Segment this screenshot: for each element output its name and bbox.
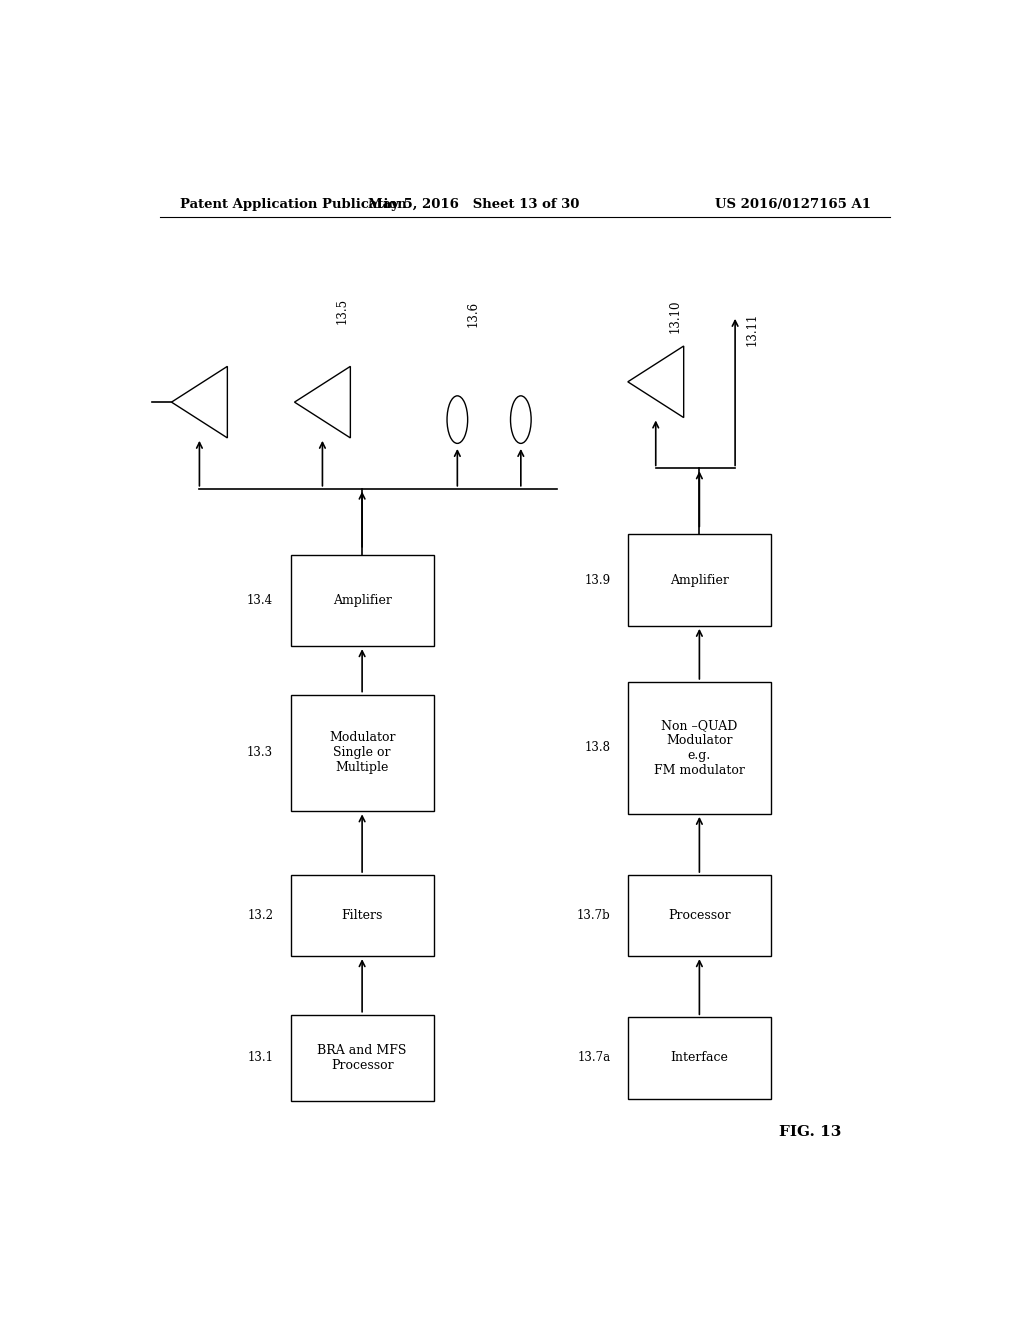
Text: Amplifier: Amplifier (333, 594, 391, 607)
Text: 13.11: 13.11 (746, 313, 759, 346)
Bar (628, 682, 771, 814)
Text: 13.2: 13.2 (247, 909, 273, 923)
Text: 13.8: 13.8 (585, 742, 610, 755)
Text: 13.7a: 13.7a (578, 1052, 610, 1064)
Bar (628, 875, 771, 956)
Text: Patent Application Publication: Patent Application Publication (179, 198, 407, 211)
Text: 13.3: 13.3 (247, 747, 273, 759)
Text: US 2016/0127165 A1: US 2016/0127165 A1 (715, 198, 871, 211)
Text: May 5, 2016   Sheet 13 of 30: May 5, 2016 Sheet 13 of 30 (368, 198, 579, 211)
Text: 13.7b: 13.7b (577, 909, 610, 923)
Text: BRA and MFS
Processor: BRA and MFS Processor (317, 1044, 407, 1072)
Bar (291, 1015, 433, 1101)
Text: Non –QUAD
Modulator
e.g.
FM modulator: Non –QUAD Modulator e.g. FM modulator (654, 719, 744, 777)
Text: 13.5: 13.5 (336, 298, 349, 325)
Text: Filters: Filters (341, 909, 383, 923)
Text: FIG. 13: FIG. 13 (778, 1125, 841, 1139)
Text: 13.1: 13.1 (247, 1052, 273, 1064)
Bar (291, 875, 433, 956)
Text: 13.9: 13.9 (585, 574, 610, 586)
Text: Processor: Processor (668, 909, 731, 923)
Text: 13.10: 13.10 (669, 300, 682, 333)
Text: 13.4: 13.4 (247, 594, 273, 607)
Bar (291, 694, 433, 812)
Text: Modulator
Single or
Multiple: Modulator Single or Multiple (329, 731, 395, 775)
Text: Amplifier: Amplifier (670, 574, 729, 586)
Text: Interface: Interface (671, 1052, 728, 1064)
Bar (628, 1018, 771, 1098)
Bar (291, 554, 433, 647)
Text: 13.6: 13.6 (467, 301, 479, 327)
Bar (628, 535, 771, 626)
